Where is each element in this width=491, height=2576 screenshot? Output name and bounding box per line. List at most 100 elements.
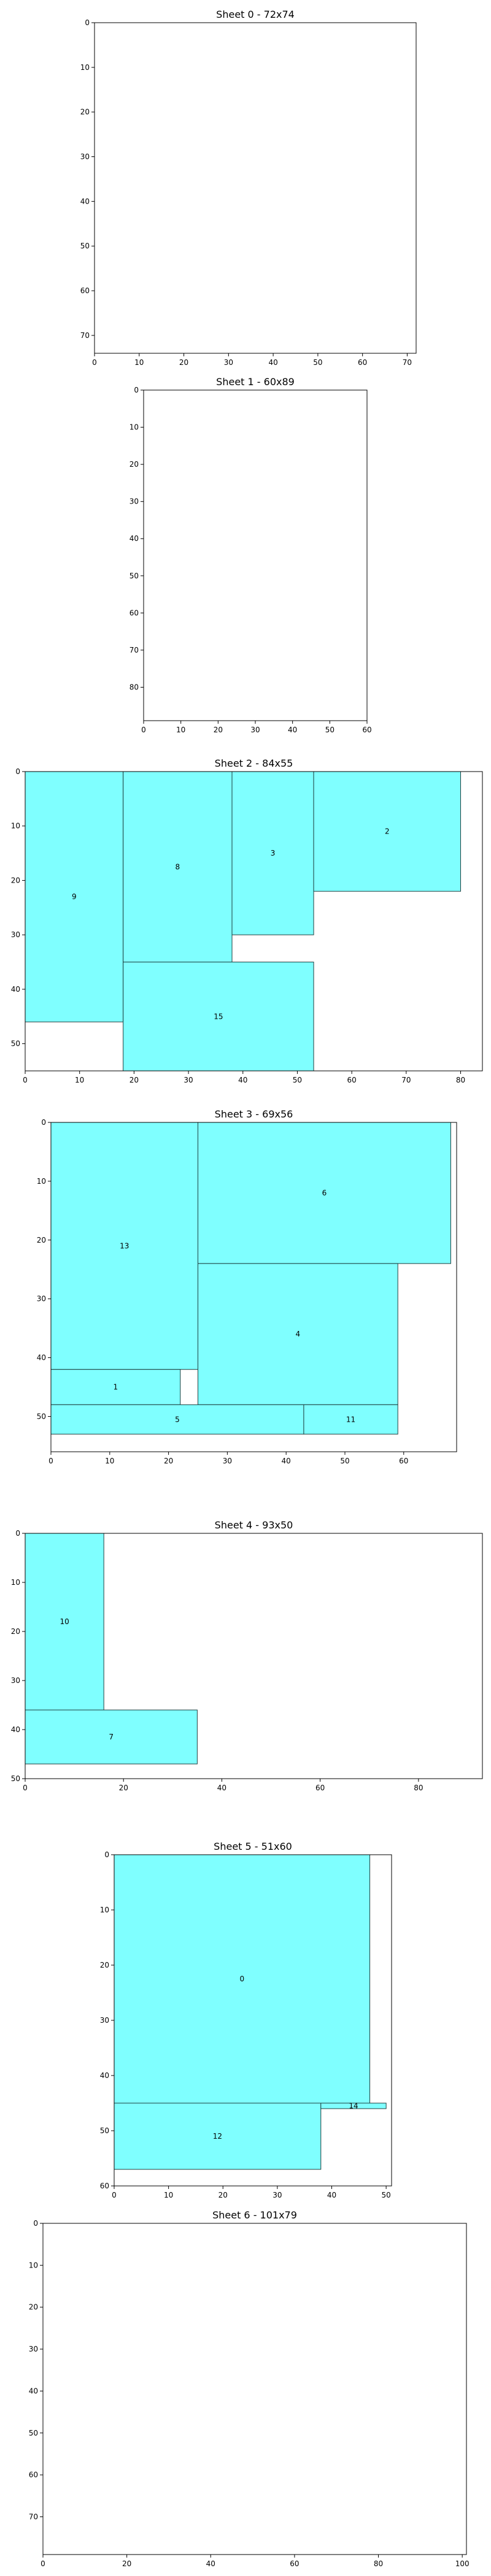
piece-rect-4 xyxy=(197,1263,398,1405)
y-tick-label: 70 xyxy=(29,2512,38,2521)
piece-label-5: 5 xyxy=(175,1415,180,1424)
y-tick-label: 20 xyxy=(130,460,139,469)
piece-rect-11 xyxy=(303,1404,398,1435)
chart-title: Sheet 0 - 72x74 xyxy=(216,9,295,20)
y-tick-label: 40 xyxy=(100,2071,109,2080)
y-tick-label: 50 xyxy=(29,2429,38,2437)
y-tick-label: 30 xyxy=(29,2345,38,2353)
piece-label-7: 7 xyxy=(109,1733,114,1741)
sheet-chart-5: Sheet 5 - 51x60 0 12 14 0 10 20 30 40 50 0 10 20 30 40… xyxy=(100,1841,392,2199)
piece-label-6: 6 xyxy=(322,1189,327,1197)
y-tick-label: 30 xyxy=(11,1676,20,1685)
x-tick-label: 60 xyxy=(315,1784,325,1792)
y-tick-label: 20 xyxy=(11,1627,20,1636)
x-tick-label: 20 xyxy=(164,1457,173,1465)
piece-rect-8 xyxy=(123,771,233,963)
x-tick-label: 0 xyxy=(92,358,97,367)
piece-label-10: 10 xyxy=(60,1617,69,1626)
sheet-chart-2: Sheet 2 - 84x55 9 8 3 2 15 0 10 20 30 40 50 60 70 80 0 1… xyxy=(11,757,483,1084)
sheet-chart-0: Sheet 0 - 72x74 0 10 20 30 40 50 60 70 0 10 20 30 40 5… xyxy=(80,9,417,367)
x-tick-label: 50 xyxy=(340,1457,349,1465)
y-tick-label: 40 xyxy=(29,2386,38,2395)
x-tick-label: 80 xyxy=(374,2559,383,2568)
piece-rect-12 xyxy=(114,2103,322,2170)
y-tick-label: 40 xyxy=(37,1354,46,1362)
y-tick-label: 0 xyxy=(33,2219,38,2228)
x-tick-label: 20 xyxy=(214,726,223,734)
x-tick-label: 0 xyxy=(48,1457,53,1465)
piece-label-9: 9 xyxy=(72,892,77,901)
y-tick-label: 20 xyxy=(29,2303,38,2312)
y-tick-label: 50 xyxy=(11,1774,20,1783)
axes-frame xyxy=(42,2223,467,2555)
x-tick-label: 10 xyxy=(134,358,144,367)
y-tick-label: 30 xyxy=(80,153,90,161)
sheet-chart-1: Sheet 1 - 60x89 0 10 20 30 40 50 60 0 10 20 30 40 50 6… xyxy=(130,376,372,734)
sheet-chart-4: Sheet 4 - 93x50 10 7 0 20 40 60 80 0 10 20 30 40 50 xyxy=(11,1519,483,1792)
y-tick-label: 0 xyxy=(134,386,139,394)
x-tick-label: 40 xyxy=(282,1457,291,1465)
x-tick-label: 60 xyxy=(290,2559,299,2568)
y-tick-label: 0 xyxy=(104,1850,109,1859)
y-tick-label: 10 xyxy=(130,423,139,432)
piece-rect-9 xyxy=(25,771,124,1022)
y-tick-label: 60 xyxy=(29,2471,38,2479)
piece-label-3: 3 xyxy=(271,849,276,857)
piece-rect-14 xyxy=(320,2103,387,2109)
x-tick-label: 70 xyxy=(401,1076,411,1084)
x-tick-label: 40 xyxy=(238,1076,247,1084)
sheet-chart-3: Sheet 3 - 69x56 13 6 4 1 5 11 0 10 20 30 40 50 60 0 10 2… xyxy=(37,1108,457,1465)
piece-rect-7 xyxy=(25,1709,198,1765)
x-tick-label: 40 xyxy=(217,1784,226,1792)
y-tick-label: 10 xyxy=(11,1578,20,1587)
y-tick-label: 10 xyxy=(37,1177,46,1186)
x-tick-label: 50 xyxy=(293,1076,302,1084)
piece-label-15: 15 xyxy=(214,1012,223,1021)
x-tick-label: 30 xyxy=(250,726,260,734)
piece-label-12: 12 xyxy=(213,2132,222,2141)
y-tick-label: 60 xyxy=(130,608,139,617)
y-tick-label: 20 xyxy=(11,876,20,884)
piece-rect-0 xyxy=(114,1854,371,2104)
x-tick-label: 10 xyxy=(105,1457,114,1465)
y-tick-label: 60 xyxy=(80,286,90,295)
chart-title: Sheet 1 - 60x89 xyxy=(216,376,295,388)
x-tick-label: 50 xyxy=(325,726,334,734)
piece-rect-3 xyxy=(231,771,314,935)
x-tick-label: 100 xyxy=(455,2559,470,2568)
chart-title: Sheet 2 - 84x55 xyxy=(215,757,293,769)
y-tick-label: 20 xyxy=(100,1961,109,1969)
piece-rect-6 xyxy=(197,1122,451,1264)
x-tick-label: 10 xyxy=(164,2191,173,2199)
y-tick-label: 50 xyxy=(130,572,139,580)
y-tick-label: 70 xyxy=(80,331,90,340)
piece-rect-15 xyxy=(123,962,314,1071)
y-tick-label: 10 xyxy=(11,822,20,830)
x-tick-label: 50 xyxy=(313,358,322,367)
piece-rect-10 xyxy=(25,1533,104,1711)
y-tick-label: 0 xyxy=(85,18,90,27)
y-tick-label: 30 xyxy=(100,2016,109,2025)
chart-title: Sheet 4 - 93x50 xyxy=(215,1519,293,1531)
y-tick-label: 30 xyxy=(37,1295,46,1303)
x-tick-label: 60 xyxy=(358,358,367,367)
x-tick-label: 30 xyxy=(224,358,233,367)
x-tick-label: 80 xyxy=(414,1784,423,1792)
piece-label-13: 13 xyxy=(120,1241,129,1250)
piece-label-8: 8 xyxy=(176,862,180,871)
axes-frame xyxy=(94,22,417,354)
x-tick-label: 40 xyxy=(206,2559,215,2568)
piece-rect-5 xyxy=(50,1404,304,1435)
y-tick-label: 60 xyxy=(100,2182,109,2190)
y-tick-label: 50 xyxy=(11,1040,20,1048)
y-tick-label: 20 xyxy=(37,1236,46,1244)
chart-title: Sheet 5 - 51x60 xyxy=(214,1841,292,1852)
axes-frame xyxy=(143,389,368,721)
x-tick-label: 0 xyxy=(23,1076,28,1084)
axes-frame xyxy=(50,1122,457,1452)
x-tick-label: 30 xyxy=(223,1457,232,1465)
x-tick-label: 60 xyxy=(347,1076,357,1084)
x-tick-label: 50 xyxy=(381,2191,390,2199)
piece-label-4: 4 xyxy=(296,1330,301,1338)
